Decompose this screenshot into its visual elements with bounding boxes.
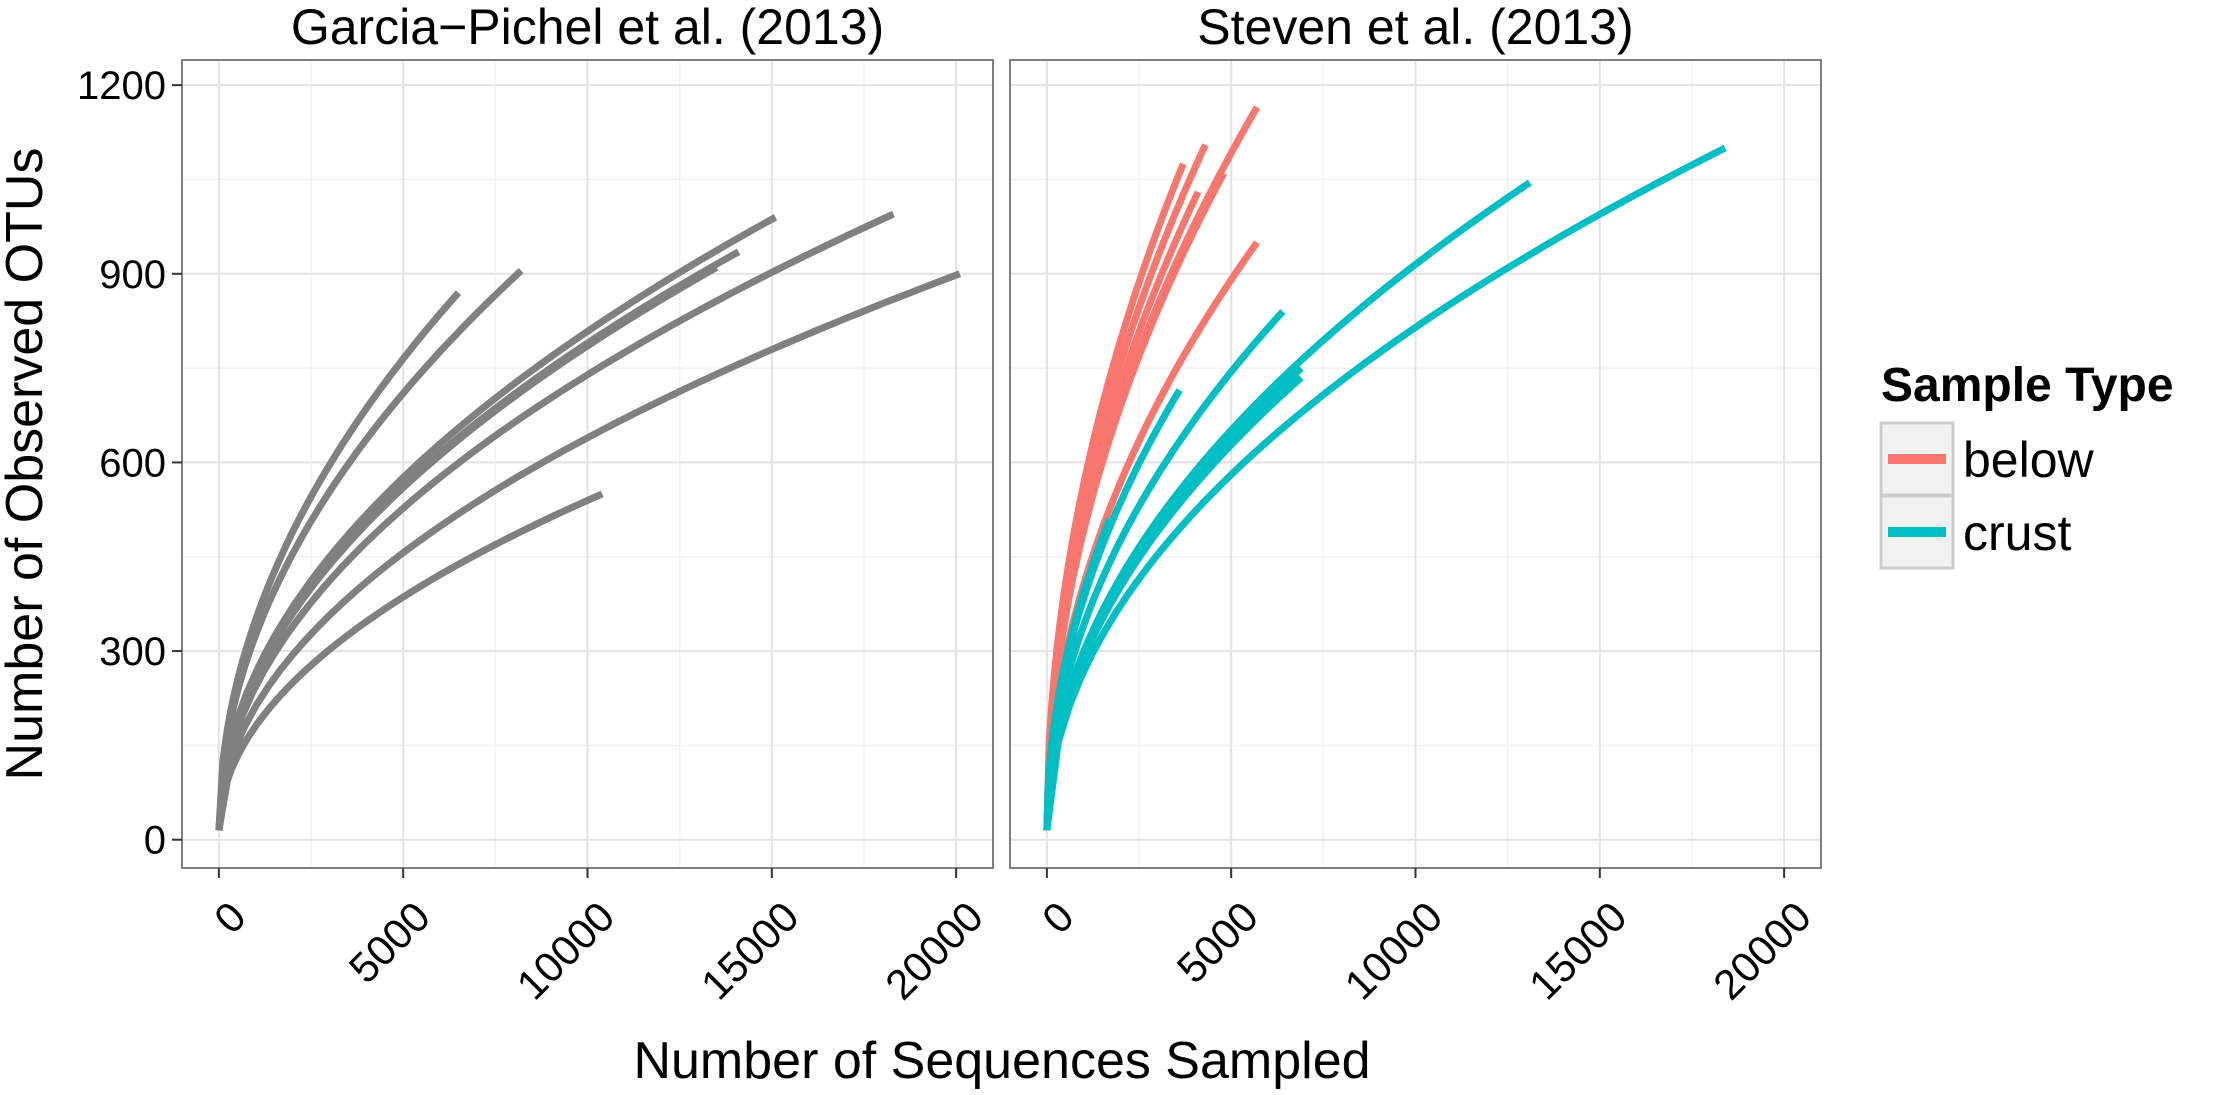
y-tick-label: 900 [99, 253, 166, 297]
y-axis-label: Number of Observed OTUs [0, 148, 54, 781]
series-line [215, 268, 524, 831]
x-tick-label: 0 [205, 893, 255, 943]
panel-2: Steven et al. (2013) [1009, 0, 1822, 869]
x-tick-label: 20000 [1704, 893, 1820, 1009]
x-tick-label: 5000 [1168, 893, 1267, 992]
series-line [215, 490, 604, 831]
series-line-crust [1043, 144, 1727, 831]
x-tick-label: 0 [1033, 893, 1083, 943]
panel-title: Steven et al. (2013) [1197, 0, 1633, 55]
legend-title: Sample Type [1881, 359, 2174, 412]
series-line [215, 264, 719, 831]
series-line-crust [1043, 517, 1113, 831]
x-tick-label: 10000 [508, 893, 624, 1009]
series-line [215, 214, 778, 831]
series-line-crust [1043, 309, 1286, 831]
y-tick-label: 0 [144, 819, 166, 863]
panel-title: Garcia−Pichel et al. (2013) [291, 0, 884, 55]
legend: Sample Type below crust [1879, 359, 2174, 570]
y-tick-label: 600 [99, 441, 166, 485]
series-line-below [1043, 171, 1227, 831]
y-tick-label: 300 [99, 630, 166, 674]
y-tick-label: 1200 [77, 64, 166, 108]
series-line [215, 270, 962, 831]
x-tick-label: 10000 [1336, 893, 1452, 1009]
x-tick-label: 20000 [876, 893, 992, 1009]
x-tick-label: 5000 [340, 893, 439, 992]
x-tick-label: 15000 [1520, 893, 1636, 1009]
legend-label-below: below [1963, 432, 2095, 488]
x-tick-label: 15000 [692, 893, 808, 1009]
series-line [215, 290, 462, 831]
series-line [215, 210, 895, 831]
x-axis-label: Number of Sequences Sampled [633, 1032, 1370, 1090]
legend-label-crust: crust [1963, 505, 2071, 561]
panel-1: Garcia−Pichel et al. (2013) [181, 0, 994, 869]
series-line-crust [1043, 374, 1304, 831]
